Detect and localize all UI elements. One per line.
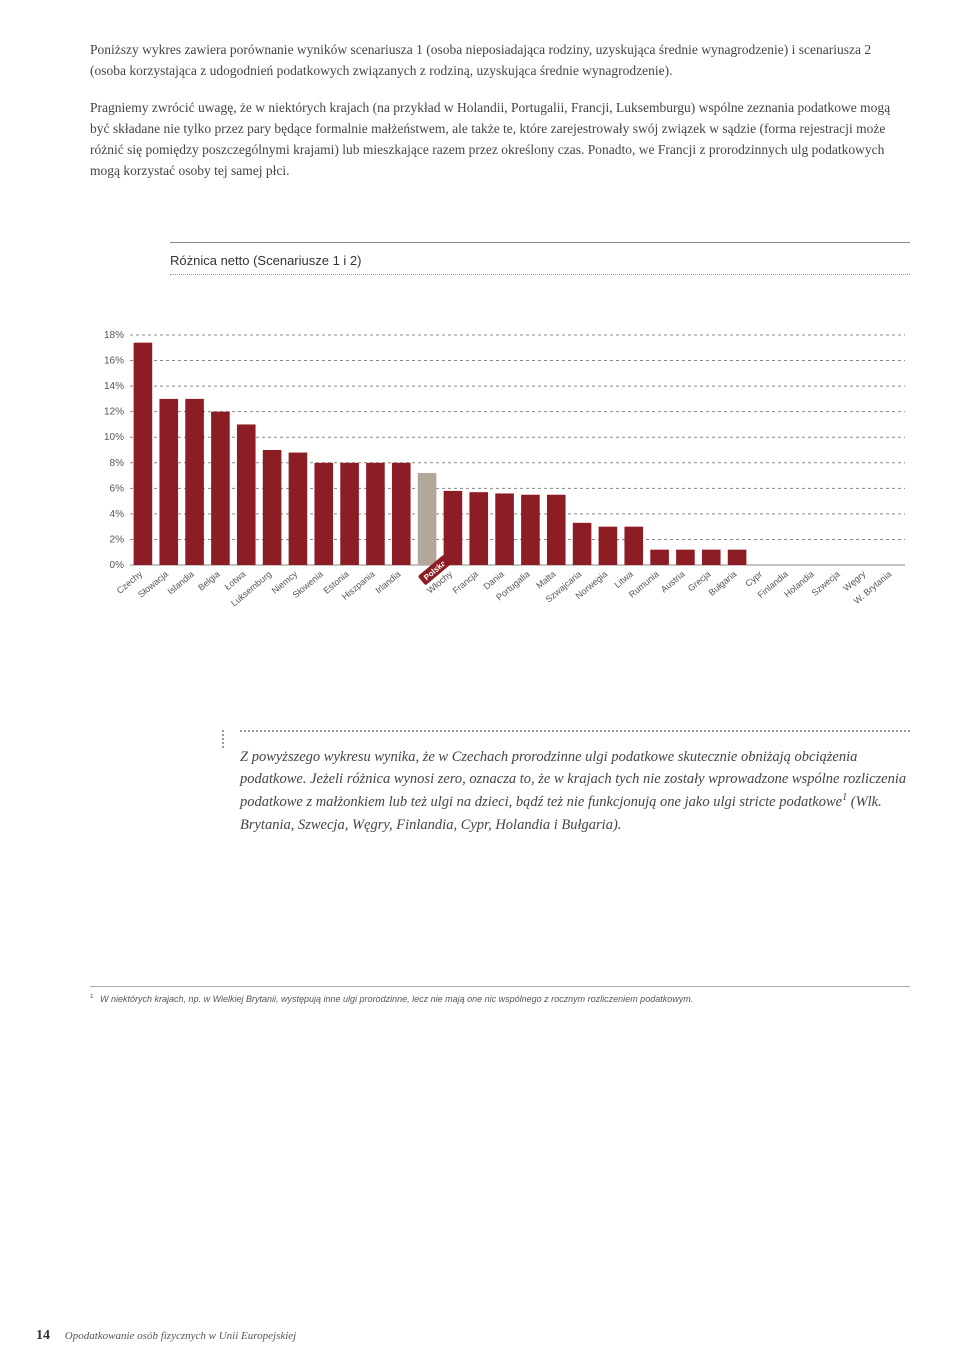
bar-hiszpania	[366, 462, 385, 564]
bar-belgia	[211, 411, 230, 564]
svg-text:16%: 16%	[104, 355, 124, 366]
svg-text:6%: 6%	[110, 483, 125, 494]
bar-słowacja	[159, 398, 178, 564]
bar-grecja	[702, 549, 721, 564]
bar-dania	[495, 493, 514, 565]
footnote-marker: 1	[90, 993, 94, 1000]
x-label: Francja	[451, 568, 480, 595]
bar-francja	[469, 492, 488, 565]
bar-chart: 0%2%4%6%8%10%12%14%16%18%CzechySłowacjaI…	[90, 325, 910, 635]
chart-header: Różnica netto (Scenariusze 1 i 2)	[170, 242, 910, 275]
bar-łotwa	[237, 424, 256, 565]
footnote: 1 W niektórych krajach, np. w Wielkiej B…	[90, 993, 910, 1006]
x-label: Islandia	[166, 568, 196, 596]
svg-text:4%: 4%	[110, 508, 125, 519]
bar-niemcy	[289, 452, 308, 564]
bar-austria	[676, 549, 695, 564]
x-label: Austria	[659, 568, 687, 594]
bar-luksemburg	[263, 450, 282, 565]
svg-text:18%: 18%	[104, 330, 124, 341]
x-label: Bułgaria	[707, 568, 739, 597]
bar-bułgaria	[728, 549, 747, 564]
bar-norwegia	[599, 526, 618, 564]
summary-text: Z powyższego wykresu wynika, że w Czecha…	[240, 746, 910, 837]
footnote-block: 1 W niektórych krajach, np. w Wielkiej B…	[90, 986, 910, 1006]
svg-text:2%: 2%	[110, 534, 125, 545]
svg-text:10%: 10%	[104, 432, 124, 443]
summary-box: Z powyższego wykresu wynika, że w Czecha…	[240, 730, 910, 837]
x-label: Belgia	[196, 568, 222, 592]
chart-container: 0%2%4%6%8%10%12%14%16%18%CzechySłowacjaI…	[90, 325, 910, 640]
svg-text:8%: 8%	[110, 457, 125, 468]
page-footer: 14 Opodatkowanie osób fizycznych w Unii …	[36, 1328, 296, 1344]
page-number: 14	[36, 1328, 50, 1343]
bar-portugalia	[521, 494, 540, 564]
x-label: Szwecja	[810, 568, 842, 597]
x-label: Cypr	[743, 568, 764, 588]
footnote-text: W niektórych krajach, np. w Wielkiej Bry…	[100, 994, 693, 1004]
svg-text:0%: 0%	[110, 560, 125, 571]
svg-text:14%: 14%	[104, 381, 124, 392]
bar-litwa	[624, 526, 643, 564]
intro-paragraph-2: Pragniemy zwrócić uwagę, że w niektórych…	[90, 98, 910, 182]
bar-irlandia	[392, 462, 411, 564]
bar-czechy	[134, 342, 153, 564]
x-label: Irlandia	[373, 568, 402, 595]
bar-słowenia	[314, 462, 333, 564]
footer-title: Opodatkowanie osób fizycznych w Unii Eur…	[65, 1330, 296, 1342]
bar-włochy	[444, 490, 463, 564]
chart-title: Różnica netto (Scenariusze 1 i 2)	[170, 253, 910, 275]
bar-malta	[547, 494, 566, 564]
intro-paragraph-1: Poniższy wykres zawiera porównanie wynik…	[90, 40, 910, 82]
bar-rumunia	[650, 549, 669, 564]
bar-islandia	[185, 398, 204, 564]
svg-text:12%: 12%	[104, 406, 124, 417]
bar-estonia	[340, 462, 359, 564]
bar-szwajcaria	[573, 522, 592, 564]
bar-polska	[418, 473, 437, 565]
